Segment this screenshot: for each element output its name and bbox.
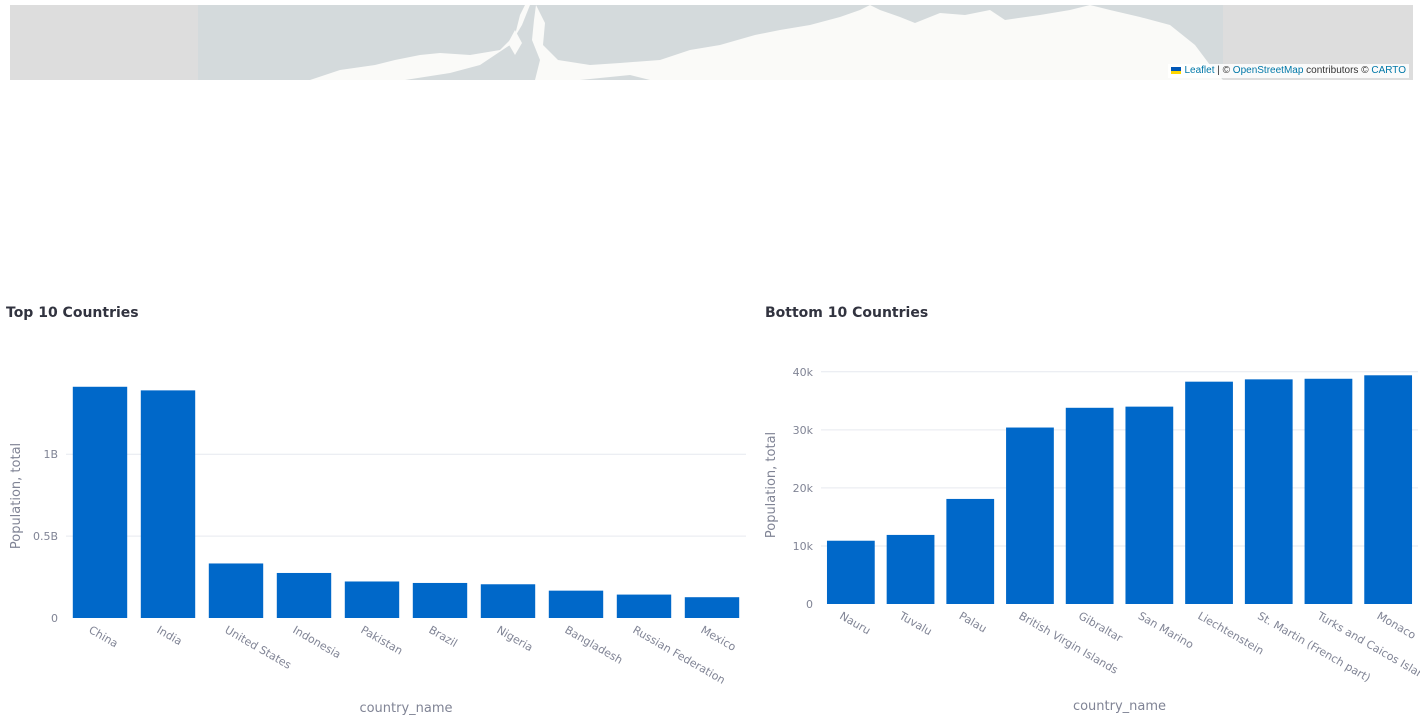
bottom-countries-chart[interactable]: 0 10k 20k 30k 40k Nauru Tuvalu Palau British Vir…	[755, 330, 1420, 721]
y-tick-label: 1B	[43, 448, 58, 461]
bar[interactable]	[72, 386, 128, 618]
bar[interactable]	[1185, 381, 1233, 604]
y-tick-label: 40k	[793, 366, 814, 379]
bar[interactable]	[412, 582, 468, 618]
bar[interactable]	[1006, 427, 1054, 604]
y-tick-label: 30k	[793, 424, 814, 437]
bar[interactable]	[1065, 407, 1114, 604]
ukraine-flag-icon	[1171, 67, 1182, 74]
bar[interactable]	[616, 594, 672, 618]
bar[interactable]	[1125, 406, 1174, 604]
bar[interactable]	[276, 572, 332, 618]
x-tick-label: Tuvalu	[896, 609, 934, 638]
bar[interactable]	[140, 390, 196, 618]
x-tick-label: Mexico	[699, 623, 739, 654]
map-tiles	[10, 5, 1413, 80]
x-tick-label: Pakistan	[359, 623, 405, 657]
x-tick-label: Nauru	[837, 609, 872, 637]
y-tick-label: 0	[806, 598, 813, 611]
bar[interactable]	[480, 584, 536, 618]
bar[interactable]	[1244, 379, 1293, 604]
attribution-contributors: contributors ©	[1303, 65, 1372, 76]
y-tick-label: 0.5B	[33, 530, 58, 543]
y-axis-title: Population, total	[9, 443, 24, 549]
y-tick-label: 20k	[793, 482, 814, 495]
x-tick-label: Brazil	[427, 623, 460, 650]
x-tick-label: India	[155, 623, 185, 648]
bar[interactable]	[684, 597, 740, 618]
attribution-separator: | ©	[1214, 65, 1233, 76]
y-axis-title: Population, total	[764, 432, 779, 538]
x-tick-label: St. Martin (French part)	[1255, 609, 1372, 684]
x-tick-label: Liechtenstein	[1196, 609, 1266, 657]
x-tick-label: Palau	[957, 609, 989, 635]
x-tick-label: United States	[223, 623, 294, 672]
x-tick-label: Nigeria	[495, 623, 536, 654]
x-tick-label: Monaco	[1375, 609, 1419, 642]
openstreetmap-link[interactable]: OpenStreetMap	[1232, 65, 1304, 76]
map-attribution: Leaflet | © OpenStreetMap contributors ©…	[1168, 64, 1409, 78]
x-tick-label: British Virgin Islands	[1016, 609, 1120, 677]
bottom-countries-title: Bottom 10 Countries	[765, 305, 929, 321]
x-tick-label: Gibraltar	[1076, 609, 1125, 645]
island	[508, 30, 522, 55]
landmass	[532, 5, 1223, 80]
bar[interactable]	[1364, 375, 1413, 604]
bar[interactable]	[344, 581, 400, 618]
x-tick-label: Bangladesh	[563, 623, 625, 667]
top-countries-title: Top 10 Countries	[6, 305, 139, 321]
leaflet-link[interactable]: Leaflet	[1184, 65, 1215, 76]
x-tick-label: China	[87, 623, 121, 650]
x-tick-label: San Marino	[1136, 609, 1196, 651]
bar[interactable]	[946, 498, 995, 604]
y-tick-label: 10k	[793, 540, 814, 553]
bar[interactable]	[886, 534, 935, 604]
x-tick-label: Indonesia	[291, 623, 344, 661]
x-axis-title: country_name	[359, 701, 452, 716]
bar[interactable]	[208, 563, 264, 618]
bar[interactable]	[826, 540, 875, 604]
landmass	[310, 5, 530, 80]
bar[interactable]	[548, 590, 604, 618]
map-tile-strip[interactable]: Leaflet | © OpenStreetMap contributors ©…	[10, 5, 1413, 80]
bar[interactable]	[1304, 378, 1353, 604]
y-tick-label: 0	[51, 612, 58, 625]
x-axis-title: country_name	[1073, 699, 1166, 714]
carto-link[interactable]: CARTO	[1371, 65, 1406, 76]
